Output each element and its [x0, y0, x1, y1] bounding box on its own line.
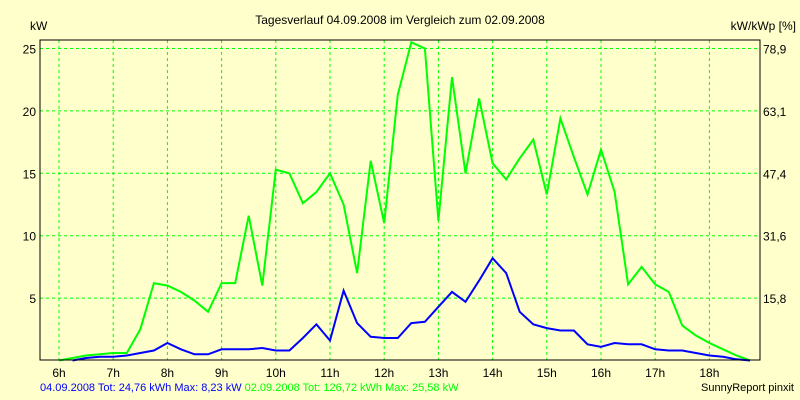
- y-tick-label: 10: [23, 230, 37, 244]
- y-tick-label: 15: [23, 167, 37, 181]
- x-tick-label: 16h: [591, 366, 611, 380]
- x-tick-label: 17h: [645, 366, 665, 380]
- y-tick-label: 5: [29, 292, 36, 306]
- y-tick-label-right: 63,1: [763, 105, 787, 119]
- y-tick-label: 25: [23, 43, 37, 57]
- x-tick-label: 18h: [699, 366, 719, 380]
- legend-blue: 04.09.2008 Tot: 24,76 kWh Max: 8,23 kW: [40, 382, 242, 394]
- x-tick-label: 12h: [374, 366, 394, 380]
- y-tick-label-right: 15,8: [763, 292, 787, 306]
- y-tick-label-right: 78,9: [763, 43, 787, 57]
- credit-text: SunnyReport pinxit: [701, 382, 794, 394]
- x-tick-label: 6h: [52, 366, 65, 380]
- legend-green: 02.09.2008 Tot: 126,72 kWh Max: 25,58 kW: [244, 382, 459, 394]
- x-tick-label: 14h: [483, 366, 503, 380]
- series-line-04.09.2008: [72, 256, 751, 362]
- plot-frame: [39, 39, 761, 361]
- x-tick-label: 10h: [266, 366, 286, 380]
- x-tick-label: 8h: [161, 366, 174, 380]
- y-tick-label-right: 31,6: [763, 230, 787, 244]
- x-tick-label: 13h: [428, 366, 448, 380]
- y-tick-label: 20: [23, 105, 37, 119]
- legend-footer: 04.09.2008 Tot: 24,76 kWh Max: 8,23 kW 0…: [40, 382, 458, 394]
- series-line-02.09.2008: [58, 40, 751, 362]
- x-tick-label: 11h: [320, 366, 339, 380]
- y-axis-label-right: kW/kWp [%]: [731, 19, 796, 33]
- x-tick-label: 9h: [215, 366, 228, 380]
- y-axis-label-left: kW: [30, 19, 48, 33]
- chart-title: Tagesverlauf 04.09.2008 im Vergleich zum…: [255, 13, 545, 27]
- x-tick-label: 15h: [537, 366, 557, 380]
- x-tick-label: 7h: [107, 366, 120, 380]
- y-tick-label-right: 47,4: [763, 167, 787, 181]
